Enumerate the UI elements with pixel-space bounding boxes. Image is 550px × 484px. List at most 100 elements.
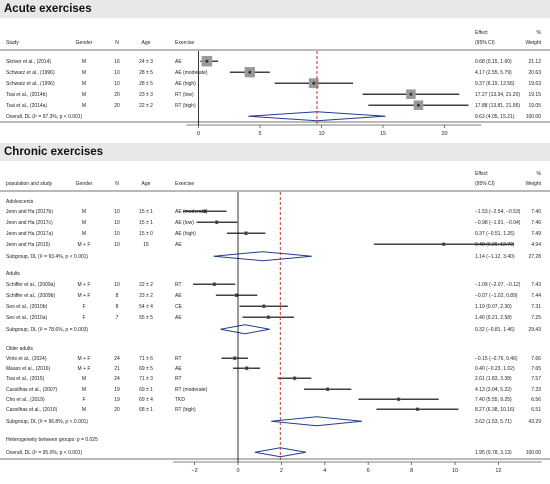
chronic-group-3-row-5-n: 19	[114, 397, 120, 403]
chronic-group-2-row-2-exercise: AE	[175, 293, 182, 299]
acute-row-3-weight: 19.63	[528, 81, 541, 87]
chronic-group-1-row-4-weight: 4.94	[531, 242, 541, 248]
chronic-group-3-subgroup-label: Subgroup, DL (I² = 96.8%, p < 0.001)	[6, 419, 88, 425]
chronic-group-3-row-3-point	[293, 376, 297, 380]
acute-row-2-n: 10	[114, 70, 120, 76]
acute-row-5-weight: 19.05	[528, 103, 541, 109]
acute-tick-label-20: 20	[441, 131, 447, 137]
acute-row-4-age: 23 ± 3	[139, 92, 153, 98]
chronic-group-3-label: Older adults	[6, 346, 33, 352]
chronic-group-1-subgroup-weight: 27.28	[528, 254, 541, 260]
chronic-header-exercise: Exercise	[175, 181, 194, 187]
chronic-header-gender: Gender	[76, 181, 93, 187]
acute-row-5-n: 20	[114, 103, 120, 109]
chronic-group-2-subgroup-weight: 29.43	[528, 327, 541, 333]
chronic-group-3-row-2-gender: M + F	[78, 366, 91, 372]
acute-row-1-n: 16	[114, 59, 120, 65]
acute-row-3-gender: M	[82, 81, 86, 87]
chronic-group-2-row-3-age: 54 ± 4	[139, 304, 153, 310]
chronic-group-2-subgroup-label: Subgroup, DL (I² = 78.6%, p = 0.003)	[6, 327, 88, 333]
chronic-group-3-row-1-n: 24	[114, 356, 120, 362]
acute-row-3-point	[312, 81, 316, 85]
chronic-group-1-row-4-ci: 9.48 (6.26, 12.70)	[475, 242, 515, 248]
chronic-group-1-row-4-exercise: AE	[175, 242, 182, 248]
chronic-group-1-row-2-n: 10	[114, 220, 120, 226]
chronic-group-3-subgroup-weight: 43.29	[528, 419, 541, 425]
chronic-group-1-row-2-gender: M	[82, 220, 86, 226]
acute-tick-label-15: 15	[380, 131, 386, 137]
chronic-group-3-row-5-weight: 6.56	[531, 397, 541, 403]
chronic-group-1-row-4-gender: M + F	[78, 242, 91, 248]
chronic-group-2-row-1-ci: −1.09 (−2.07, −0.12)	[475, 282, 521, 288]
acute-row-3-study: Schwarz et al., (1996)	[6, 81, 55, 87]
chronic-group-3-row-4-weight: 7.33	[531, 387, 541, 393]
chronic-group-3-row-3-age: 71 ± 3	[139, 376, 153, 382]
acute-row-2-study: Schwarz et al., (1996)	[6, 70, 55, 76]
chronic-group-2-row-2-study: Schiffer et al., (2009b)	[6, 293, 55, 299]
chronic-overall-weight: 100.00	[526, 450, 542, 456]
chronic-group-3-subgroup-diamond	[271, 416, 362, 427]
acute-overall-weight: 100.00	[526, 114, 542, 120]
chronic-group-3-row-4-n: 19	[114, 387, 120, 393]
acute-header-exercise: Exercise	[175, 40, 194, 46]
acute-row-1-weight: 21.12	[528, 59, 541, 65]
acute-row-4-ci: 17.27 (13.34, 21.20)	[475, 92, 520, 98]
chronic-group-2-row-4-ci: 1.40 (0.21, 2.58)	[475, 315, 512, 321]
chronic-group-3-row-5-age: 69 ± 4	[139, 397, 153, 403]
chronic-group-3-row-3-study: Tsai et al., (2015)	[6, 376, 45, 382]
chronic-tick-label-12: 12	[495, 468, 501, 474]
acute-row-4-point	[409, 92, 413, 96]
chronic-group-3-row-5-point	[397, 397, 401, 401]
chronic-group-1-row-1-weight: 7.40	[531, 209, 541, 215]
acute-header-age: Age	[142, 40, 151, 46]
chronic-group-1-row-2-age: 15 ± 1	[139, 220, 153, 226]
chronic-group-2-row-3-point	[262, 304, 266, 308]
acute-row-5-gender: M	[82, 103, 86, 109]
chronic-group-3-row-6-study: Cassilhas et al., (2010)	[6, 407, 57, 413]
acute-row-4-study: Tsai et al., (2014b)	[6, 92, 47, 98]
chronic-tick-label-10: 10	[452, 468, 458, 474]
chronic-group-2-subgroup-diamond	[220, 324, 270, 335]
chronic-group-3-row-3-weight: 7.57	[531, 376, 541, 382]
chronic-group-2-row-4-weight: 7.25	[531, 315, 541, 321]
chronic-group-3-row-2-study: Maass et al., (2016)	[6, 366, 51, 372]
chronic-group-1-row-3-n: 10	[114, 231, 120, 237]
acute-row-2-exercise: AE (moderate)	[175, 70, 208, 76]
acute-header-effect-ci: (95% CI)	[475, 40, 495, 46]
chronic-group-2-subgroup-ci: 0.32 (−0.81, 1.46)	[475, 327, 515, 333]
chronic-group-1-row-2-ci: −0.98 (−1.91, −0.04)	[475, 220, 521, 226]
chronic-group-2-row-4-point	[266, 315, 270, 319]
acute-header-gender: Gender	[76, 40, 93, 46]
acute-tick-label-0: 0	[197, 131, 200, 137]
chronic-title-band	[0, 143, 550, 161]
chronic-group-2-row-1-exercise: RT	[175, 282, 182, 288]
chronic-group-2-row-3-gender: F	[82, 304, 85, 310]
chronic-group-2-row-4-n: 7	[116, 315, 119, 321]
chronic-group-1-row-3-ci: 0.37 (−0.51, 1.26)	[475, 231, 515, 237]
chronic-group-1-subgroup-label: Subgroup, DL (I² = 93.4%, p < 0.001)	[6, 254, 88, 260]
chronic-group-1-row-1-ci: −1.53 (−2.54, −0.53)	[475, 209, 521, 215]
chronic-tick-label-4: 4	[323, 468, 326, 474]
chronic-group-2-row-1-gender: M + F	[78, 282, 91, 288]
chronic-group-2-row-1-n: 10	[114, 282, 120, 288]
chronic-overall-ci: 1.95 (0.78, 3.13)	[475, 450, 512, 456]
acute-row-1-ci: 0.68 (0.15, 1.60)	[475, 59, 512, 65]
chronic-group-1-row-1-gender: M	[82, 209, 86, 215]
chronic-group-1-row-4-point	[442, 242, 446, 246]
chronic-group-2-row-2-gender: M + F	[78, 293, 91, 299]
acute-header-study: Study	[6, 40, 19, 46]
chronic-group-1-label: Adolescents	[6, 199, 34, 205]
chronic-group-1-subgroup-ci: 1.14 (−1.12, 3.40)	[475, 254, 515, 260]
acute-tick-label-10: 10	[318, 131, 324, 137]
chronic-group-3-row-3-ci: 2.61 (1.83, 3.38)	[475, 376, 512, 382]
chronic-group-1-row-2-exercise: AE (low)	[175, 220, 194, 226]
acute-row-1-age: 24 ± 3	[139, 59, 153, 65]
acute-overall-label: Overall, DL (I² = 97.3%, p < 0.001)	[6, 114, 83, 120]
chronic-group-2-row-3-n: 8	[116, 304, 119, 310]
chronic-section-title: Chronic exercises	[4, 146, 104, 158]
chronic-group-3-row-1-study: Vints et al., (2024)	[6, 356, 47, 362]
chronic-group-1-row-3-gender: M	[82, 231, 86, 237]
chronic-group-1-subgroup-diamond	[213, 251, 312, 262]
chronic-group-3-row-5-gender: F	[82, 397, 85, 403]
